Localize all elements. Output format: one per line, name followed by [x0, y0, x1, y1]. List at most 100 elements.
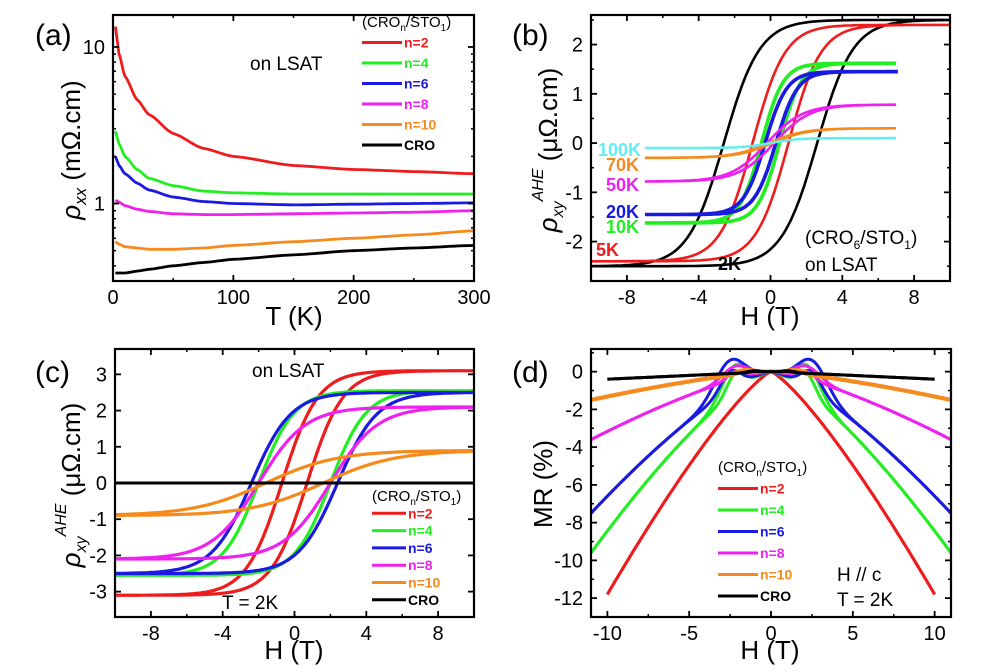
legend-title-part: /STO	[416, 488, 451, 505]
loop-50K	[644, 103, 897, 183]
y-tick-label: 2	[572, 35, 583, 57]
legend-title-part: )	[802, 459, 807, 476]
panel-b-series	[591, 18, 950, 268]
x-axis-label: H (T)	[740, 301, 799, 331]
legend-label: n=4	[408, 523, 433, 539]
y-label-rho: ρ	[56, 552, 86, 568]
legend-label: n=4	[760, 502, 785, 518]
legend-label: n=2	[408, 505, 433, 521]
y-tick-label: 0	[572, 362, 583, 384]
legend-label: n=10	[760, 567, 793, 583]
panel-label-c: (c)	[35, 356, 70, 389]
y-label-sub: xx	[71, 187, 90, 206]
y-label-sub: xy	[73, 535, 90, 553]
y-tick-label: -2	[565, 232, 583, 254]
loop-100K	[644, 136, 897, 150]
legend-label: n=8	[404, 96, 429, 112]
y-label-sup: AHE	[530, 168, 547, 202]
mr-curve-n=10	[591, 368, 951, 402]
panel-d: -10 -5 0 5 10 -12 -10 -8 -6 -4 -2 0 (d) H (T) MR (%) H …	[512, 347, 953, 665]
y-tick-label: -1	[565, 182, 583, 204]
temp-label-100K: 100K	[598, 140, 641, 160]
legend-label: n=2	[760, 481, 785, 497]
legend-title: (CROn/STO1)	[372, 488, 461, 508]
legend-title-part: (CRO	[718, 459, 756, 476]
annotation-field-direction: H // c	[837, 565, 881, 586]
temp-label-70K: 70K	[606, 155, 639, 175]
panel-a-series	[114, 26, 474, 275]
series-line-n=2	[114, 26, 474, 176]
loop-2K	[591, 18, 950, 268]
x-tick-label: -8	[618, 287, 636, 309]
y-axis-label: ρxyAHE (μΩ.cm)	[530, 68, 567, 234]
y-label-unit: (μΩ.cm)	[533, 68, 563, 169]
legend-label: n=10	[408, 575, 441, 591]
temp-label-20K: 20K	[606, 202, 639, 222]
y-tick-label: -6	[565, 475, 583, 497]
y-tick-label: -12	[554, 588, 583, 610]
x-tick-label: 10	[924, 623, 946, 645]
panel-label-a: (a)	[35, 19, 72, 52]
panel-label-d: (d)	[512, 356, 549, 389]
y-tick-label: -2	[565, 399, 583, 421]
mr-curve-n=10	[591, 369, 951, 402]
y-axis-label: ρxyAHE (μΩ.cm)	[53, 403, 90, 569]
annotation-on-lsat: on LSAT	[805, 255, 878, 276]
x-tick-label: -8	[142, 623, 160, 645]
y-tick-label: 3	[96, 364, 107, 386]
legend-title-part: n	[756, 468, 762, 479]
legend-title-part: n	[410, 497, 416, 508]
annotation-on-lsat: on LSAT	[250, 54, 323, 75]
y-tick-label: 1	[96, 437, 107, 459]
legend-title-part: n	[400, 23, 406, 34]
panel-a: 0 100 200 300 1 10 (a) T (K) ρxx (mΩ.cm) on LSAT (…	[35, 13, 491, 331]
legend-title: (CROn/STO1)	[718, 459, 807, 479]
temp-label-5K: 5K	[596, 240, 619, 260]
temp-label-10K: 10K	[606, 217, 639, 237]
x-tick-label: 4	[361, 623, 372, 645]
legend-label: n=4	[404, 55, 429, 71]
x-axis-label: T (K)	[265, 301, 322, 331]
annotation-temperature: T = 2K	[837, 590, 893, 611]
legend-title-part: /STO	[406, 14, 441, 31]
legend-title-part: )	[446, 14, 451, 31]
loop-5K	[591, 23, 950, 263]
annotation-composition: (CRO6/STO1)	[805, 228, 917, 252]
mr-curve-CRO	[607, 369, 935, 381]
annotation-on-lsat: on LSAT	[252, 361, 325, 382]
x-axis-label: H (T)	[740, 635, 799, 665]
ann-part: /STO	[860, 228, 904, 249]
y-label-unit: (mΩ.cm)	[56, 80, 86, 188]
y-label-rho: ρ	[56, 205, 86, 221]
ann-sub: 1	[904, 238, 911, 252]
legend-label: n=2	[404, 35, 429, 51]
loop-70K	[644, 127, 897, 160]
x-axis-label: H (T)	[264, 635, 323, 665]
legend-label: n=10	[404, 117, 437, 133]
loop-n=8	[115, 405, 474, 561]
y-tick-label: 2	[96, 401, 107, 423]
legend-label: n=6	[760, 524, 785, 540]
ann-sub: 6	[854, 238, 861, 252]
panel-label-b: (b)	[512, 19, 549, 52]
annotation-temperature: T = 2K	[222, 593, 278, 614]
loop-20K	[644, 69, 898, 217]
y-label-rho: ρ	[533, 217, 563, 233]
x-tick-label: 200	[337, 287, 370, 309]
legend-title: (CROn/STO1)	[362, 14, 451, 34]
legend-label: n=8	[408, 557, 433, 573]
y-tick-label: 10	[83, 37, 105, 59]
x-tick-label: 0	[765, 287, 776, 309]
legend-label: n=6	[404, 76, 429, 92]
temp-label-50K: 50K	[606, 175, 639, 195]
y-tick-label: -4	[565, 437, 583, 459]
legend-title-part: /STO	[762, 459, 797, 476]
legend-title-part: )	[456, 488, 461, 505]
panel-c-series	[115, 369, 474, 597]
y-tick-label: -3	[89, 582, 107, 604]
legend-label: CRO	[404, 137, 435, 153]
x-tick-label: -4	[214, 623, 232, 645]
panel-d-series	[591, 357, 951, 596]
series-line-n=4	[114, 130, 474, 196]
